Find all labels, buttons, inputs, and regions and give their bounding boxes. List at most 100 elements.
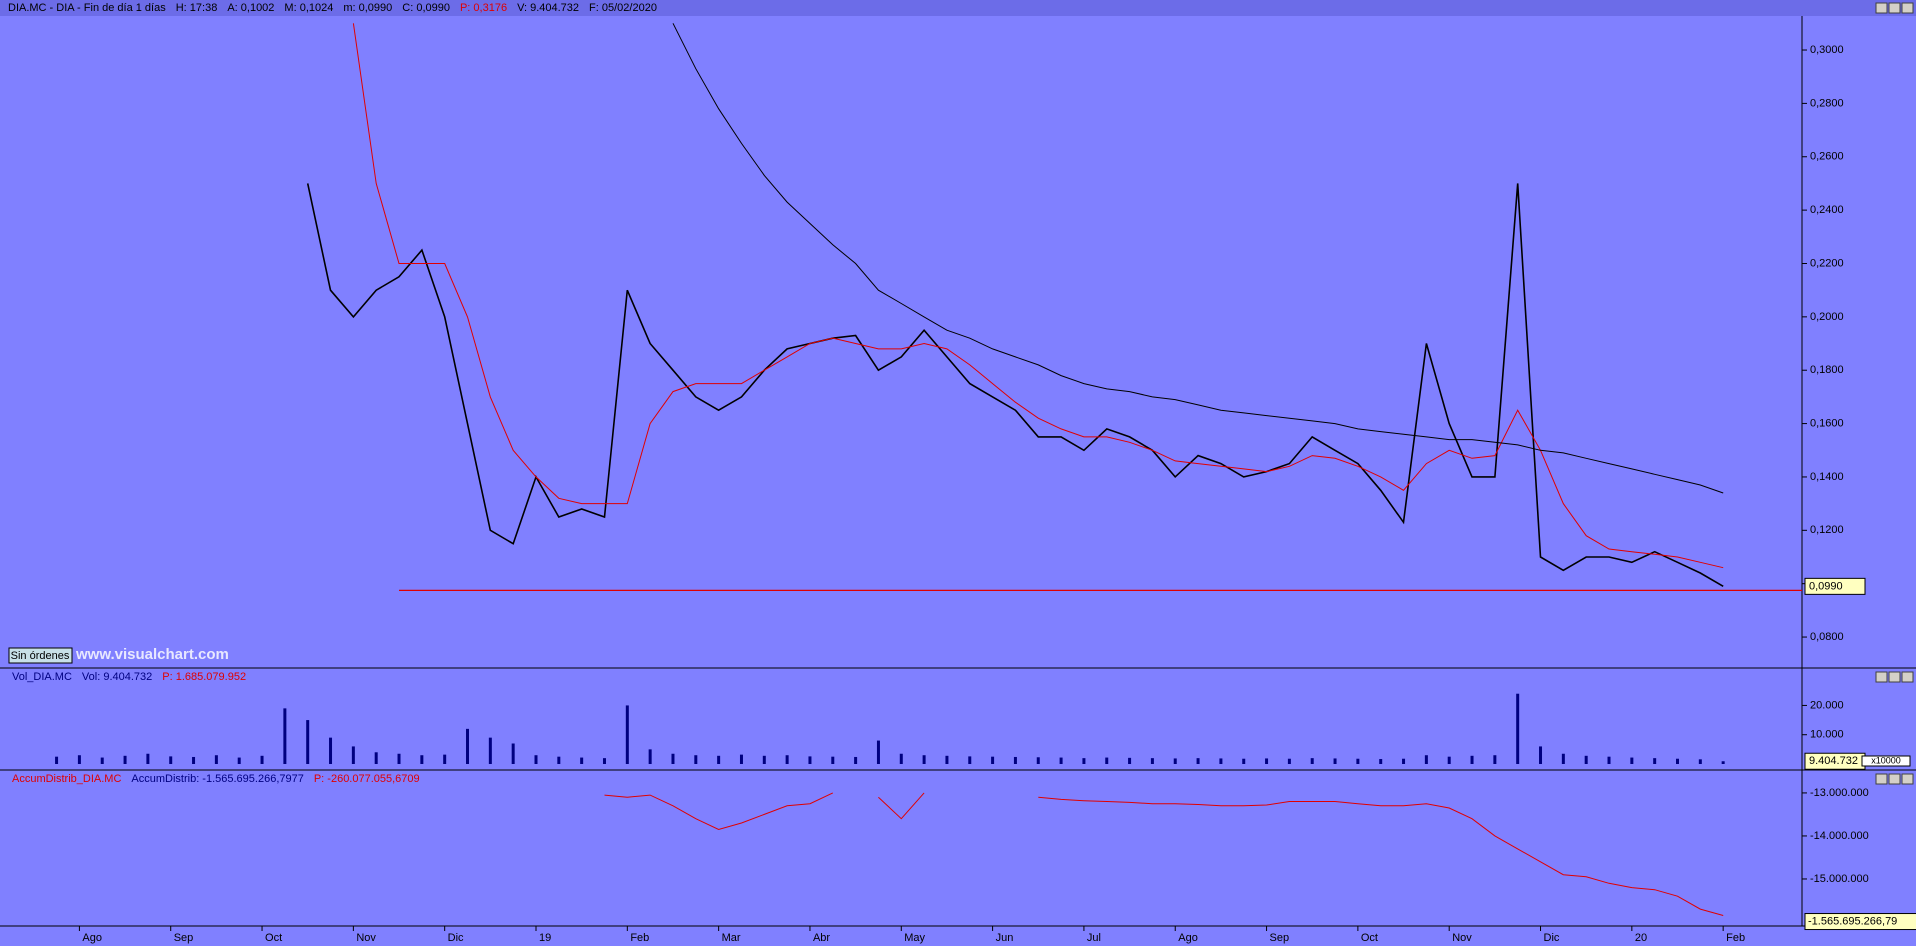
close-button[interactable] [1901, 2, 1914, 14]
volume-bar [1721, 761, 1725, 764]
series-line [352, 23, 1724, 569]
volume-bar [1105, 757, 1109, 764]
volume-bar [1424, 755, 1428, 764]
volume-bar [625, 705, 629, 764]
header-item: F: 05/02/2020 [589, 2, 657, 14]
maximize-button[interactable] [1888, 773, 1901, 785]
header-item: AccumDistrib_DIA.MC [12, 773, 121, 785]
volume-bar [831, 756, 835, 764]
volume-bar [1607, 756, 1611, 764]
header-item: C: 0,0990 [402, 2, 450, 14]
volume-bar [1584, 755, 1588, 764]
last-value-box [1804, 577, 1866, 595]
volume-bar [1310, 758, 1314, 764]
series-line [672, 23, 1724, 494]
volume-bar [1242, 758, 1246, 764]
volume-bar [1287, 758, 1291, 764]
header-item: M: 0,1024 [284, 2, 333, 14]
close-button[interactable] [1901, 671, 1914, 683]
volume-bar [945, 755, 949, 764]
header-item: Vol: 9.404.732 [82, 671, 152, 683]
volume-bar [739, 754, 743, 764]
maximize-button[interactable] [1888, 2, 1901, 14]
x-tick-label: Oct [1361, 932, 1378, 944]
minimize-button[interactable] [1875, 671, 1888, 683]
volume-bar [785, 755, 789, 764]
header-item: P: -260.077.055,6709 [314, 773, 420, 785]
header-item: P: 1.685.079.952 [162, 671, 246, 683]
x-tick-label: Ago [1178, 932, 1198, 944]
volume-bar [283, 708, 287, 764]
volume-bar [991, 756, 995, 764]
volume-bar [192, 756, 196, 764]
y-tick-label: -14.000.000 [1810, 830, 1869, 842]
volume-bar [648, 749, 652, 764]
volume-bar [306, 720, 310, 764]
window-buttons [1875, 2, 1914, 785]
header-item: H: 17:38 [176, 2, 218, 14]
volume-bar [694, 755, 698, 764]
volume-bar [968, 756, 972, 764]
volume-bar [808, 756, 812, 764]
volume-bar [876, 740, 880, 764]
volume-bar [1447, 756, 1451, 764]
volume-bar [1698, 759, 1702, 764]
volume-bar [1630, 757, 1634, 764]
x-tick-label: Sep [174, 932, 194, 944]
volume-bar [511, 743, 515, 764]
volume-bar [420, 755, 424, 764]
x-tick-label: Mar [722, 932, 741, 944]
volume-bar [602, 758, 606, 764]
volume-bar [1470, 755, 1474, 764]
y-tick-label: 0,1800 [1810, 364, 1844, 376]
volume-bar [1265, 758, 1269, 764]
minimize-button[interactable] [1875, 2, 1888, 14]
close-button[interactable] [1901, 773, 1914, 785]
volume-bar [557, 756, 561, 764]
last-value-label: -1.565.695.266,79 [1808, 915, 1897, 927]
orders-button[interactable] [8, 647, 73, 664]
plot-area [55, 693, 1725, 764]
header-item: DIA.MC - DIA - Fin de día 1 días [8, 2, 166, 14]
y-tick-label: 0,0800 [1810, 631, 1844, 643]
x-tick-label: Feb [630, 932, 649, 944]
minimize-button[interactable] [1875, 773, 1888, 785]
x-tick-label: Jul [1087, 932, 1101, 944]
volume-bar [100, 757, 104, 764]
volume-bar [146, 753, 150, 764]
x-tick-label: 19 [539, 932, 551, 944]
header-item: m: 0,0990 [343, 2, 392, 14]
volume-bar [1333, 758, 1337, 764]
volume-bar [374, 752, 378, 764]
x-tick-label: Nov [1452, 932, 1472, 944]
volume-bar [237, 757, 241, 764]
multiplier-label: x10000 [1871, 755, 1901, 765]
volume-bar [351, 746, 355, 764]
y-tick-label: 0,2600 [1810, 151, 1844, 163]
volume-bar [922, 755, 926, 764]
maximize-button[interactable] [1888, 671, 1901, 683]
header-item: P: 0,3176 [460, 2, 507, 14]
volume-bar [123, 755, 127, 764]
x-tick-label: Dic [448, 932, 464, 944]
volume-bar [1036, 757, 1040, 764]
x-tick-label: May [904, 932, 925, 944]
y-tick-label: 20.000 [1810, 699, 1844, 711]
x-tick-label: 20 [1635, 932, 1647, 944]
volume-bar [443, 754, 447, 764]
volume-bar [1196, 758, 1200, 764]
x-tick-label: Nov [356, 932, 376, 944]
volume-bar [214, 755, 218, 764]
volume-bar [899, 753, 903, 764]
volume-bar [1128, 757, 1132, 764]
title-bar [0, 0, 1916, 16]
volume-bar [762, 755, 766, 764]
y-tick-label: 0,2400 [1810, 204, 1844, 216]
volume-bar [1013, 756, 1017, 764]
y-tick-label: 0,1400 [1810, 471, 1844, 483]
volume-bar [260, 755, 264, 764]
volume-bar [488, 737, 492, 764]
volume-bar [169, 756, 173, 764]
y-tick-label: 0,2000 [1810, 311, 1844, 323]
